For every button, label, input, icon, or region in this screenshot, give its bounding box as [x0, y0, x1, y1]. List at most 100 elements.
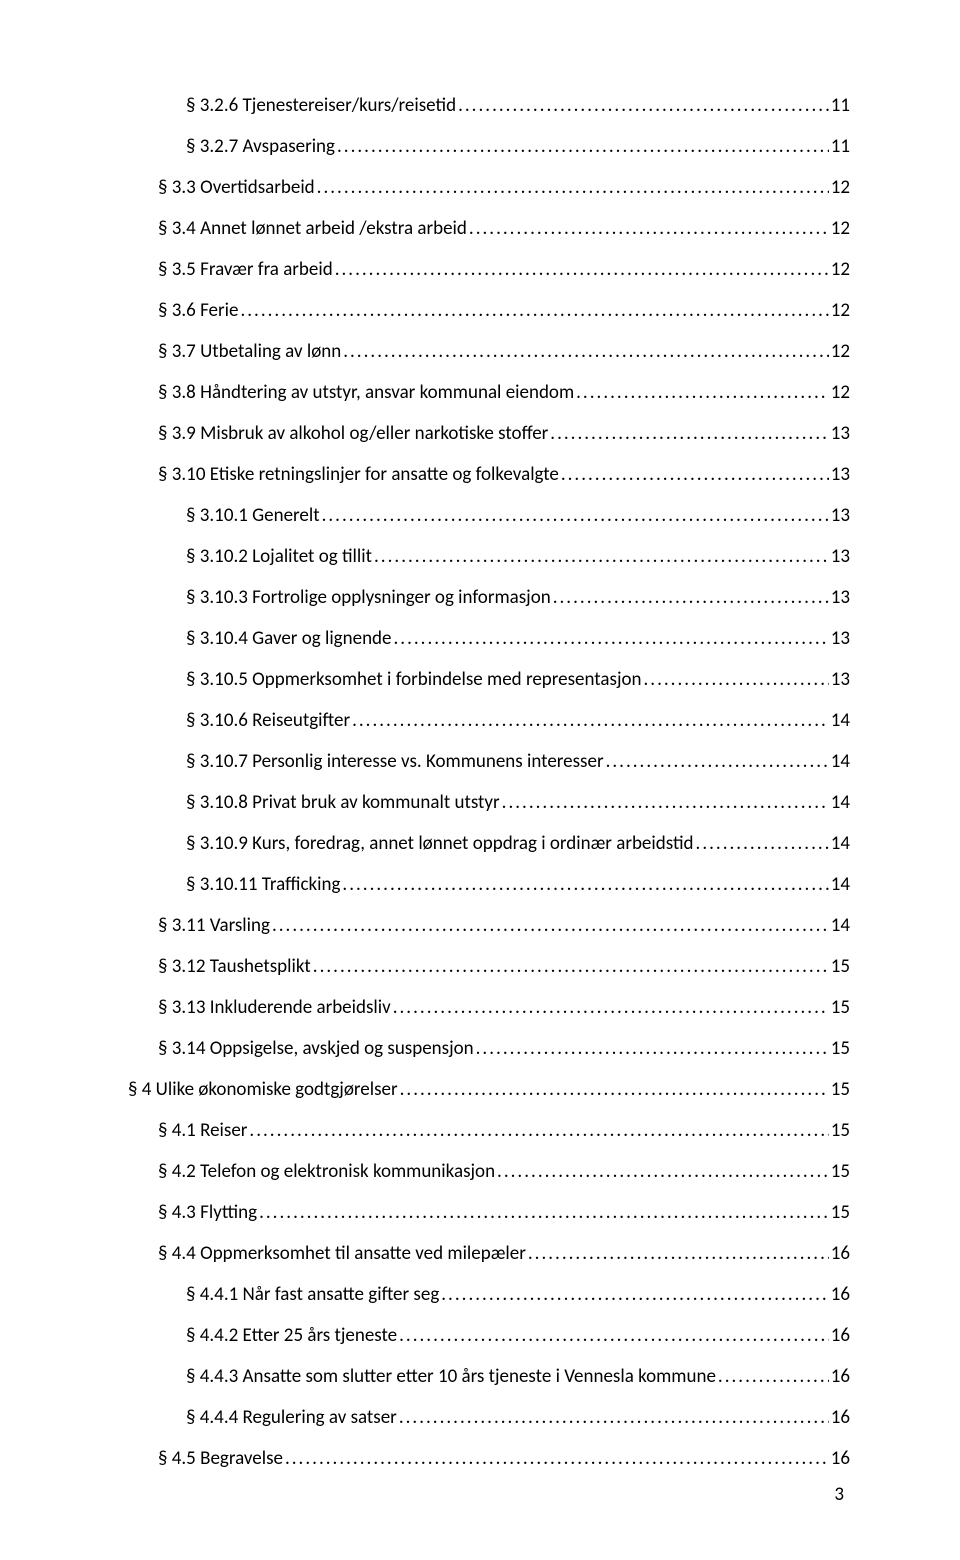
toc-entry[interactable]: § 3.9 Misbruk av alkohol og/eller narkot… [158, 424, 850, 443]
toc-leader-dots [335, 260, 829, 279]
toc-entry[interactable]: § 3.13 Inkluderende arbeidsliv 15 [158, 998, 850, 1017]
toc-entry[interactable]: § 3.10.11 Trafficking 14 [186, 875, 850, 894]
toc-entry-page: 15 [831, 957, 850, 976]
toc-entry[interactable]: § 3.8 Håndtering av utstyr, ansvar kommu… [158, 383, 850, 402]
toc-leader-dots [337, 137, 829, 156]
toc-entry[interactable]: § 3.6 Ferie 12 [158, 301, 850, 320]
toc-entry[interactable]: § 3.12 Taushetsplikt 15 [158, 957, 850, 976]
toc-leader-dots [441, 1285, 828, 1304]
toc-entry-page: 14 [831, 916, 850, 935]
toc-entry[interactable]: § 4.2 Telefon og elektronisk kommunikasj… [158, 1162, 850, 1181]
toc-entry[interactable]: § 3.10.3 Fortrolige opplysninger og info… [186, 588, 850, 607]
toc-entry[interactable]: § 3.10.1 Generelt 13 [186, 506, 850, 525]
toc-entry[interactable]: § 3.10.8 Privat bruk av kommunalt utstyr… [186, 793, 850, 812]
toc-entry[interactable]: § 3.2.7 Avspasering 11 [186, 137, 850, 156]
toc-leader-dots [576, 383, 829, 402]
toc-entry[interactable]: § 4.4.2 Etter 25 års tjeneste 16 [186, 1326, 850, 1345]
toc-entry-label: § 3.10.5 Oppmerksomhet i forbindelse med… [186, 670, 642, 689]
toc-entry-label: § 4.4.1 Når fast ansatte gifter seg [186, 1285, 439, 1304]
toc-entry[interactable]: § 3.5 Fravær fra arbeid 12 [158, 260, 850, 279]
toc-leader-dots [606, 752, 829, 771]
toc-entry[interactable]: § 4.5 Begravelse 16 [158, 1449, 850, 1468]
toc-entry[interactable]: § 3.10 Etiske retningslinjer for ansatte… [158, 465, 850, 484]
toc-entry-page: 13 [831, 670, 850, 689]
toc-entry-page: 15 [831, 1080, 850, 1099]
toc-entry-label: § 3.10.4 Gaver og lignende [186, 629, 391, 648]
toc-entry-page: 13 [831, 588, 850, 607]
toc-entry-label: § 3.10.6 Reiseutgifter [186, 711, 350, 730]
toc-leader-dots [469, 219, 829, 238]
toc-entry-label: § 3.10.11 Trafficking [186, 875, 340, 894]
toc-entry-page: 15 [831, 1121, 850, 1140]
toc-entry-label: § 4.4 Oppmerksomhet til ansatte ved mile… [158, 1244, 526, 1263]
toc-entry[interactable]: § 3.2.6 Tjenestereiser/kurs/reisetid 11 [186, 96, 850, 115]
toc-entry[interactable]: § 3.4 Annet lønnet arbeid /ekstra arbeid… [158, 219, 850, 238]
toc-entry[interactable]: § 3.3 Overtidsarbeid 12 [158, 178, 850, 197]
toc-entry-page: 14 [831, 793, 850, 812]
toc-leader-dots [317, 178, 829, 197]
toc-entry-label: § 3.13 Inkluderende arbeidsliv [158, 998, 391, 1017]
toc-entry[interactable]: § 4.4.3 Ansatte som slutter etter 10 års… [186, 1367, 850, 1386]
toc-entry-page: 16 [831, 1285, 850, 1304]
toc-entry[interactable]: § 4.4 Oppmerksomhet til ansatte ved mile… [158, 1244, 850, 1263]
toc-leader-dots [352, 711, 829, 730]
toc-entry[interactable]: § 4.1 Reiser 15 [158, 1121, 850, 1140]
toc-entry-page: 13 [831, 465, 850, 484]
toc-entry-label: § 3.10.1 Generelt [186, 506, 320, 525]
toc-entry[interactable]: § 4.4.4 Regulering av satser 16 [186, 1408, 850, 1427]
toc-entry-page: 11 [831, 137, 850, 156]
toc-entry-page: 16 [831, 1449, 850, 1468]
toc-leader-dots [272, 916, 829, 935]
toc-entry-label: § 3.12 Taushetsplikt [158, 957, 311, 976]
toc-entry-label: § 4.4.3 Ansatte som slutter etter 10 års… [186, 1367, 716, 1386]
toc-leader-dots [561, 465, 829, 484]
toc-entry-page: 13 [831, 547, 850, 566]
toc-leader-dots [553, 588, 829, 607]
toc-entry[interactable]: § 3.14 Oppsigelse, avskjed og suspensjon… [158, 1039, 850, 1058]
toc-entry[interactable]: § 3.11 Varsling 14 [158, 916, 850, 935]
toc-entry-label: § 3.7 Utbetaling av lønn [158, 342, 341, 361]
toc-entry-page: 14 [831, 875, 850, 894]
toc-entry[interactable]: § 4 Ulike økonomiske godtgjørelser 15 [128, 1080, 850, 1099]
toc-entry-page: 12 [831, 178, 850, 197]
toc-leader-dots [393, 998, 829, 1017]
toc-leader-dots [476, 1039, 829, 1058]
toc-entry[interactable]: § 3.10.5 Oppmerksomhet i forbindelse med… [186, 670, 850, 689]
toc-entry[interactable]: § 3.10.2 Lojalitet og tillit 13 [186, 547, 850, 566]
page-number: 3 [834, 1483, 844, 1506]
toc-entry[interactable]: § 3.10.4 Gaver og lignende 13 [186, 629, 850, 648]
toc-entry-label: § 3.5 Fravær fra arbeid [158, 260, 333, 279]
toc-entry[interactable]: § 3.10.9 Kurs, foredrag, annet lønnet op… [186, 834, 850, 853]
toc-leader-dots [696, 834, 829, 853]
toc-entry-page: 15 [831, 1203, 850, 1222]
toc-entry[interactable]: § 3.7 Utbetaling av lønn 12 [158, 342, 850, 361]
toc-entry-label: § 4.4.4 Regulering av satser [186, 1408, 397, 1427]
toc-entry-page: 15 [831, 998, 850, 1017]
toc-entry-page: 12 [831, 219, 850, 238]
toc-entry-label: § 3.9 Misbruk av alkohol og/eller narkot… [158, 424, 548, 443]
toc-leader-dots [718, 1367, 829, 1386]
toc-leader-dots [502, 793, 829, 812]
toc-entry-label: § 3.6 Ferie [158, 301, 238, 320]
toc-entry-label: § 3.10.2 Lojalitet og tillit [186, 547, 372, 566]
toc-entry-label: § 3.4 Annet lønnet arbeid /ekstra arbeid [158, 219, 467, 238]
toc-entry-label: § 4.5 Begravelse [158, 1449, 283, 1468]
toc-entry-label: § 3.10.7 Personlig interesse vs. Kommune… [186, 752, 604, 771]
toc-leader-dots [240, 301, 828, 320]
toc-entry-label: § 4.4.2 Etter 25 års tjeneste [186, 1326, 397, 1345]
toc-entry-page: 16 [831, 1408, 850, 1427]
toc-entry-page: 13 [831, 629, 850, 648]
toc-entry-page: 12 [831, 260, 850, 279]
toc-entry-page: 13 [831, 424, 850, 443]
toc-entry[interactable]: § 4.3 Flytting 15 [158, 1203, 850, 1222]
toc-entry[interactable]: § 3.10.7 Personlig interesse vs. Kommune… [186, 752, 850, 771]
toc-leader-dots [393, 629, 828, 648]
toc-leader-dots [458, 96, 829, 115]
toc-leader-dots [550, 424, 828, 443]
toc-entry[interactable]: § 3.10.6 Reiseutgifter 14 [186, 711, 850, 730]
toc-entry[interactable]: § 4.4.1 Når fast ansatte gifter seg 16 [186, 1285, 850, 1304]
toc-entry-page: 14 [831, 752, 850, 771]
toc-entry-label: § 3.10.9 Kurs, foredrag, annet lønnet op… [186, 834, 694, 853]
toc-entry-label: § 4.3 Flytting [158, 1203, 257, 1222]
toc-leader-dots [400, 1080, 829, 1099]
